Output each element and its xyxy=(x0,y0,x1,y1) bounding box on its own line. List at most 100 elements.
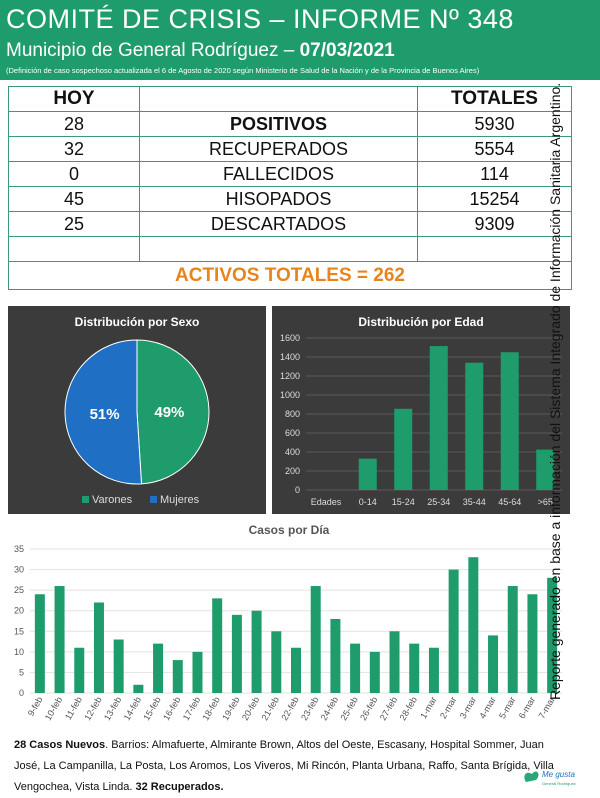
empty-cell xyxy=(8,236,140,262)
daily-bar xyxy=(74,647,85,693)
me-gusta-logo: Me gusta General Rodríguez xyxy=(524,770,576,786)
legend-label: Varones xyxy=(92,494,133,506)
age-bar-chart: Distribución por Edad 0 200 400 600 800 1000 12… xyxy=(280,315,562,507)
row-label: RECUPERADOS xyxy=(139,136,418,162)
daily-bar xyxy=(34,594,45,693)
definition-note: (Definición de caso sospechoso actualiza… xyxy=(6,66,480,75)
row-label: HISOPADOS xyxy=(139,186,418,212)
daily-cases-chart: Casos por Día 0 5 10 15 20 25 30 35 9-feb10-feb11… xyxy=(14,523,562,722)
today-value: 28 xyxy=(8,111,140,137)
daily-bar xyxy=(468,557,479,693)
daily-bar xyxy=(330,618,341,693)
x-axis-label: Edades xyxy=(311,497,342,507)
age-bar xyxy=(358,458,377,490)
row-label: FALLECIDOS xyxy=(139,161,418,187)
col-total-header: TOTALES xyxy=(417,86,572,112)
source-note: Reporte generado en base a información d… xyxy=(547,83,563,700)
x-tick-label: 16-feb xyxy=(161,695,182,722)
legend-label: Mujeres xyxy=(160,494,200,506)
daily-bar xyxy=(369,651,380,693)
daily-bar xyxy=(153,643,164,693)
daily-bar xyxy=(212,598,223,693)
daily-bar xyxy=(271,631,282,693)
logo-subtext: General Rodríguez xyxy=(542,781,576,786)
x-tick-label: 11-feb xyxy=(63,695,84,722)
today-value: 25 xyxy=(8,211,140,237)
y-tick-label: 5 xyxy=(19,667,24,677)
chart-title: Distribución por Edad xyxy=(358,315,483,329)
age-bar xyxy=(536,449,555,490)
x-tick-label: 35-44 xyxy=(463,497,486,507)
y-tick-label: 10 xyxy=(14,647,24,657)
y-tick-label: 0 xyxy=(19,688,24,698)
today-value: 45 xyxy=(8,186,140,212)
x-tick-label: 0-14 xyxy=(359,497,377,507)
table-row: 32 RECUPERADOS 5554 xyxy=(8,136,572,162)
age-bar xyxy=(429,346,448,490)
x-tick-label: 45-64 xyxy=(498,497,521,507)
daily-bar xyxy=(310,586,321,693)
y-tick-label: 15 xyxy=(14,626,24,636)
y-tick-label: 200 xyxy=(285,466,300,476)
row-label: POSITIVOS xyxy=(139,111,418,137)
x-tick-label: 28-feb xyxy=(398,695,419,722)
table-empty-row xyxy=(8,236,572,262)
x-tick-label: 17-feb xyxy=(181,695,202,722)
chart-title: Distribución por Sexo xyxy=(75,315,200,329)
sex-chart-panel: Distribución por Sexo 49% 51% Varones Mujere… xyxy=(8,306,266,514)
activos-totales: ACTIVOS TOTALES = 262 xyxy=(8,261,572,290)
report-subtitle: Municipio de General Rodríguez – 07/03/2… xyxy=(6,40,395,62)
today-value: 0 xyxy=(8,161,140,187)
municipality-label: Municipio de General Rodríguez – xyxy=(6,40,300,61)
age-bar xyxy=(394,408,413,490)
y-tick-label: 1600 xyxy=(280,333,300,343)
x-tick-label: 1-mar xyxy=(418,695,438,720)
y-tick-label: 30 xyxy=(14,565,24,575)
daily-bar xyxy=(409,643,420,693)
daily-bar xyxy=(251,610,262,693)
y-tick-label: 800 xyxy=(285,409,300,419)
row-label: DESCARTADOS xyxy=(139,211,418,237)
chart-title: Casos por Día xyxy=(249,523,330,537)
y-tick-label: 400 xyxy=(285,447,300,457)
logo-text: Me gusta xyxy=(542,770,575,779)
source-note-text: Reporte generado en base a información d… xyxy=(547,82,563,700)
daily-bar xyxy=(527,594,538,693)
table-row: 25 DESCARTADOS 9309 xyxy=(8,211,572,237)
x-tick-label: 10-feb xyxy=(43,695,64,722)
x-tick-label: 15-24 xyxy=(392,497,415,507)
today-value: 32 xyxy=(8,136,140,162)
y-tick-label: 1200 xyxy=(280,371,300,381)
report-title: COMITÉ DE CRISIS – INFORME Nº 348 xyxy=(6,4,514,34)
col-today-header: HOY xyxy=(8,86,140,112)
footer-text: 28 Casos Nuevos. Barrios: Almafuerte, Al… xyxy=(14,735,554,798)
table-row: 28 POSITIVOS 5930 xyxy=(8,111,572,137)
y-tick-label: 1000 xyxy=(280,390,300,400)
daily-bar xyxy=(428,647,439,693)
table-header-row: HOY TOTALES xyxy=(8,86,572,112)
x-tick-label: 25-feb xyxy=(338,695,359,722)
y-tick-label: 0 xyxy=(295,485,300,495)
x-tick-label: 21-feb xyxy=(260,695,281,722)
daily-bar xyxy=(192,651,203,693)
daily-bar xyxy=(133,684,144,693)
empty-cell xyxy=(417,236,572,262)
x-tick-label: >65 xyxy=(538,497,553,507)
daily-bar xyxy=(231,614,242,693)
x-tick-label: 22-feb xyxy=(279,695,300,722)
report-header: COMITÉ DE CRISIS – INFORME Nº 348 Munici… xyxy=(0,0,600,80)
total-value: 5930 xyxy=(417,111,572,137)
x-tick-label: 9-feb xyxy=(26,695,45,718)
x-tick-label: 2-mar xyxy=(438,695,458,720)
pie-slice-label: 51% xyxy=(90,406,120,423)
daily-bar xyxy=(389,631,400,693)
barrios-list: . Barrios: Almafuerte, Almirante Brown, … xyxy=(14,739,554,793)
x-tick-label: 15-feb xyxy=(141,695,162,722)
x-tick-label: 23-feb xyxy=(299,695,320,722)
table-row: 0 FALLECIDOS 114 xyxy=(8,161,572,187)
daily-bar xyxy=(291,647,301,693)
y-tick-label: 1400 xyxy=(280,352,300,362)
empty-cell xyxy=(139,236,418,262)
y-tick-label: 25 xyxy=(14,585,24,595)
sex-pie-chart: Distribución por Sexo 49% 51% Varones Mujere… xyxy=(64,315,210,506)
